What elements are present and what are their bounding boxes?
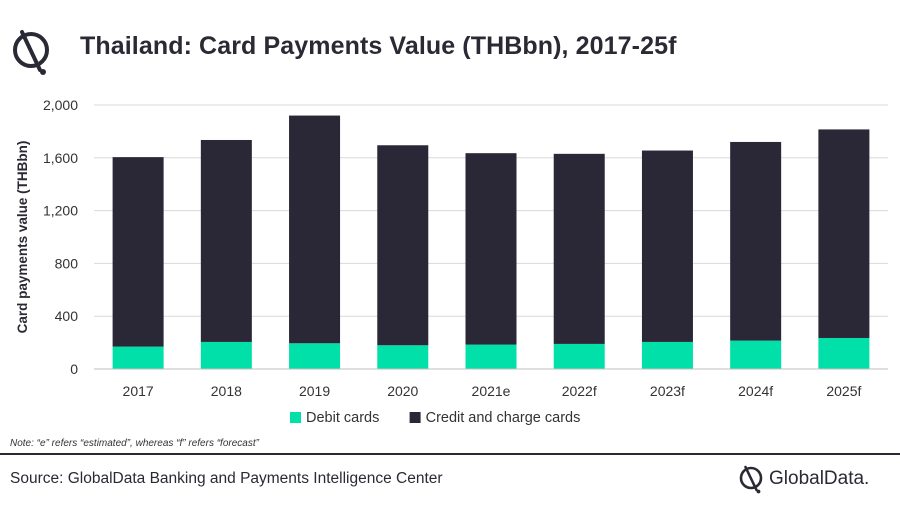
- bar-credit-and-charge-cards: [818, 129, 870, 338]
- bar-debit-cards: [289, 343, 341, 369]
- bar-credit-and-charge-cards: [200, 139, 252, 342]
- bar-credit-and-charge-cards: [641, 150, 693, 342]
- legend-label: Credit and charge cards: [426, 410, 581, 426]
- legend-label: Debit cards: [306, 410, 379, 426]
- chart-header: Thailand: Card Payments Value (THBbn), 2…: [0, 0, 900, 80]
- bar-credit-and-charge-cards: [377, 145, 429, 346]
- bar-debit-cards: [465, 344, 517, 369]
- legend-swatch: [409, 412, 421, 423]
- y-axis-label: Card payments value (THBbn): [15, 141, 30, 334]
- x-tick-label: 2023f: [650, 383, 685, 399]
- x-tick-label: 2020: [387, 383, 418, 399]
- x-tick-label: 2017: [123, 383, 154, 399]
- y-tick-label: 2,000: [43, 97, 78, 113]
- globaldata-brand-icon: [739, 465, 763, 494]
- bar-credit-and-charge-cards: [553, 153, 605, 344]
- y-tick-label: 1,200: [43, 203, 78, 219]
- x-tick-label: 2018: [211, 383, 242, 399]
- bar-credit-and-charge-cards: [112, 157, 164, 347]
- x-tick-label: 2025f: [826, 383, 861, 399]
- chart-title: Thailand: Card Payments Value (THBbn), 2…: [80, 32, 677, 60]
- y-tick-label: 0: [70, 361, 78, 377]
- x-tick-label: 2021e: [472, 383, 511, 399]
- footer-divider: [0, 453, 900, 455]
- x-tick-label: 2022f: [562, 383, 597, 399]
- y-tick-label: 800: [55, 255, 79, 271]
- brand-logo: GlobalData.: [738, 462, 898, 496]
- globaldata-logo-icon: [13, 30, 49, 75]
- chart-note: Note: “e” refers “estimated”, whereas “f…: [10, 438, 259, 449]
- bar-debit-cards: [200, 341, 252, 369]
- x-tick-label: 2019: [299, 383, 330, 399]
- x-tick-label: 2024f: [738, 383, 773, 399]
- bar-debit-cards: [553, 343, 605, 369]
- bar-debit-cards: [377, 345, 429, 369]
- bar-debit-cards: [112, 346, 164, 369]
- bar-debit-cards: [641, 341, 693, 369]
- brand-name: GlobalData.: [769, 468, 870, 489]
- source-text: Source: GlobalData Banking and Payments …: [10, 470, 443, 487]
- bar-credit-and-charge-cards: [465, 153, 517, 345]
- y-tick-label: 400: [55, 308, 79, 324]
- bar-credit-and-charge-cards: [289, 115, 341, 344]
- bar-debit-cards: [818, 337, 870, 369]
- y-tick-label: 1,600: [43, 150, 78, 166]
- bar-debit-cards: [730, 340, 782, 369]
- bar-credit-and-charge-cards: [730, 141, 782, 341]
- stacked-bar-chart: 0 400 800 1,200 1,600 2,000 Card payments valu…: [15, 97, 888, 426]
- legend-swatch: [290, 412, 301, 423]
